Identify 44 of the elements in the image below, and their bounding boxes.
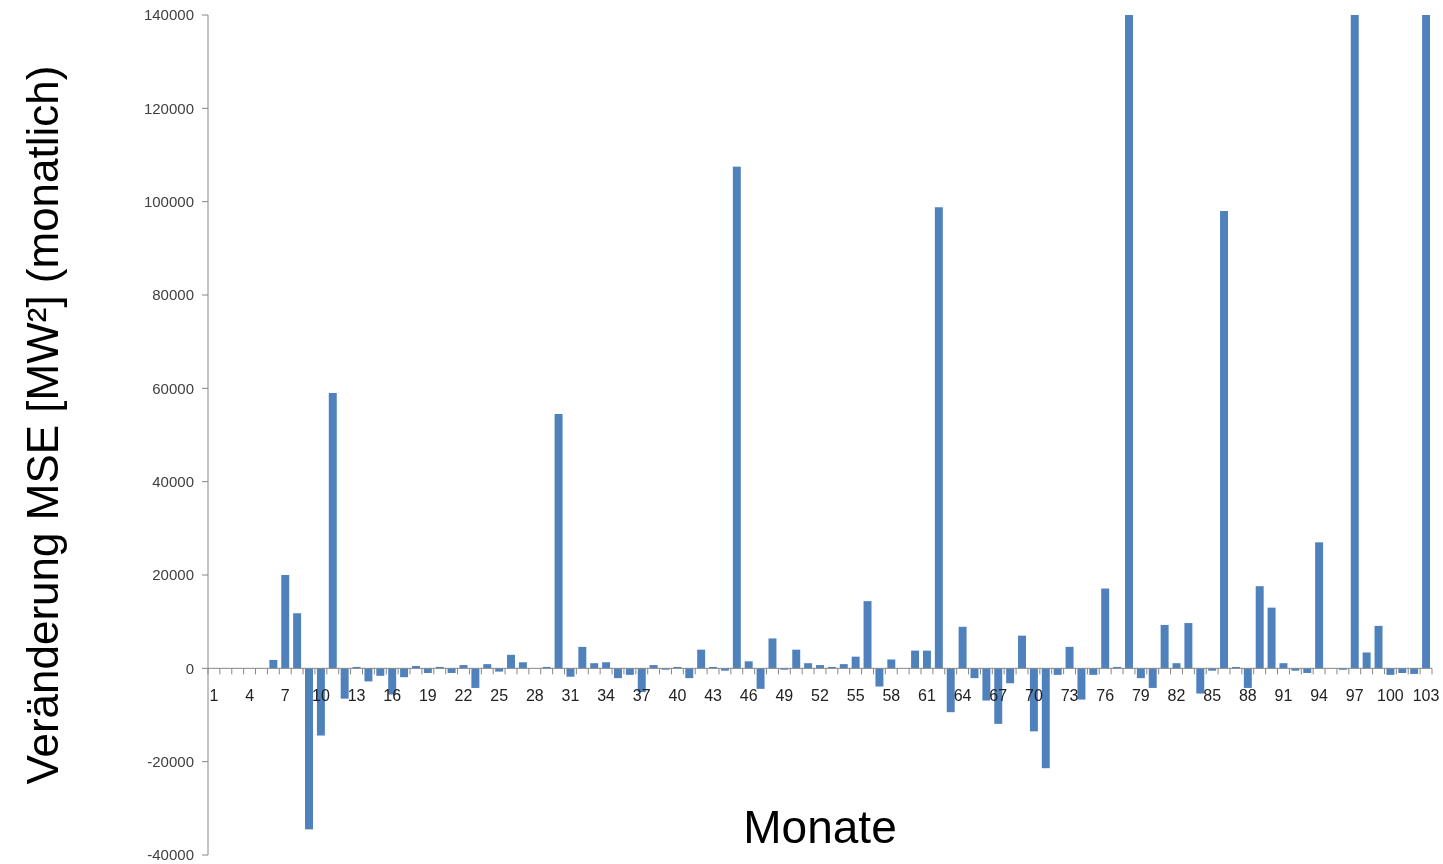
y-tick-label: 140000	[143, 6, 194, 24]
x-axis-title: Monate	[743, 801, 897, 853]
y-tick-label: 120000	[143, 99, 194, 117]
x-tick-label: 40	[668, 687, 687, 705]
x-tick-label: 88	[1238, 687, 1257, 705]
x-tick-label: 1	[209, 687, 219, 705]
x-tick-label: 4	[245, 687, 255, 705]
y-tick-label: 40000	[152, 472, 194, 490]
x-tick-label: 16	[383, 687, 402, 705]
x-tick-label: 28	[525, 687, 544, 705]
y-tick-label: 80000	[152, 286, 194, 304]
x-tick-label: 31	[561, 687, 580, 705]
y-tick-label: -20000	[147, 752, 194, 770]
x-tick-label: 49	[775, 687, 794, 705]
y-tick-label: 60000	[152, 379, 194, 397]
x-tick-label: 43	[704, 687, 723, 705]
x-tick-label: 73	[1060, 687, 1079, 705]
x-tick-label: 82	[1167, 687, 1186, 705]
x-tick-label: 76	[1096, 687, 1115, 705]
x-tick-label: 79	[1131, 687, 1150, 705]
x-tick-label: 13	[347, 687, 366, 705]
x-tick-label: 58	[882, 687, 901, 705]
x-tick-label: 52	[811, 687, 829, 705]
x-tick-label: 61	[918, 687, 936, 705]
y-tick-label: -40000	[147, 846, 194, 864]
x-tick-label: 97	[1345, 687, 1364, 705]
x-tick-label: 55	[846, 687, 865, 705]
y-axis-title: Veränderung MSE [MW²] (monatlich)	[18, 65, 67, 785]
x-tick-label: 94	[1310, 687, 1329, 705]
x-tick-label: 46	[739, 687, 758, 705]
x-tick-label: 22	[454, 687, 473, 705]
y-tick-label: 100000	[143, 192, 194, 210]
x-tick-label: 34	[597, 687, 616, 705]
x-tick-label: 70	[1025, 687, 1043, 705]
y-tick-label: 0	[185, 659, 194, 677]
x-tick-label: 25	[490, 687, 509, 705]
x-tick-label: 37	[632, 687, 651, 705]
x-tick-label: 7	[280, 687, 290, 705]
y-tick-label: 20000	[152, 566, 194, 584]
x-tick-label: 19	[418, 687, 437, 705]
x-tick-label: 100	[1377, 687, 1404, 705]
x-tick-label: 91	[1274, 687, 1293, 705]
x-tick-label: 85	[1203, 687, 1222, 705]
x-tick-label: 103	[1412, 687, 1440, 705]
